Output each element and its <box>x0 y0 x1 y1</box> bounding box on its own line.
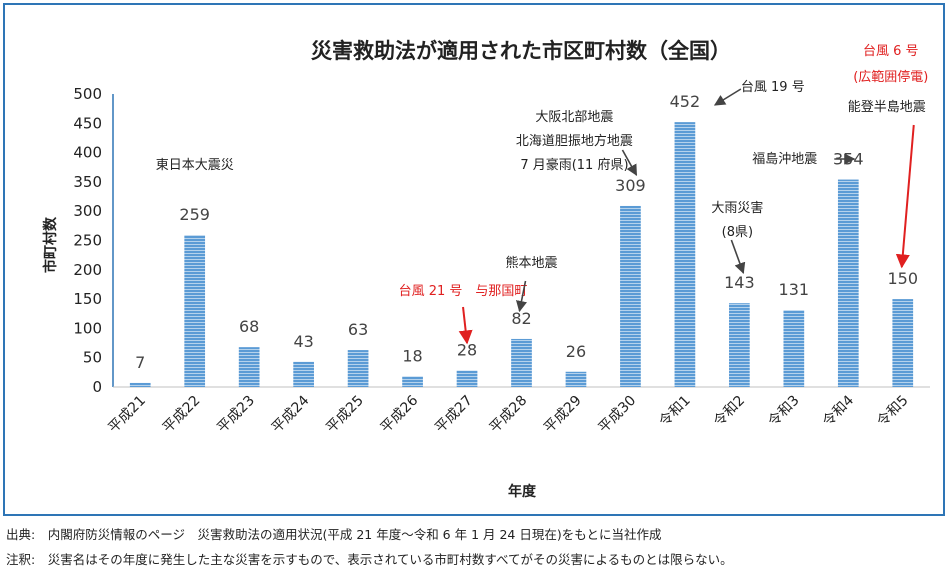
y-tick-label: 100 <box>73 319 102 337</box>
bar <box>837 179 859 387</box>
y-tick-label: 400 <box>73 144 102 162</box>
annotation-arrow <box>713 88 742 106</box>
annotation-arrow <box>515 280 527 313</box>
bar <box>783 310 805 387</box>
x-tick-label: 平成27 <box>432 393 476 437</box>
annotation-label: 大阪北部地震 <box>535 110 613 125</box>
x-tick-label: 平成24 <box>269 392 313 436</box>
bar <box>729 303 750 387</box>
data-label: 131 <box>779 280 810 299</box>
data-label: 28 <box>457 341 477 360</box>
y-tick-label: 0 <box>92 378 102 396</box>
chart-frame: 災害救助法が適用された市区町村数（全国） 市町村数 年度 0 50 100 150 20… <box>3 3 945 516</box>
annotation-label: (広範囲停電) <box>853 69 928 85</box>
annotation-label: 大雨災害 <box>711 200 763 216</box>
data-label: 309 <box>615 176 646 195</box>
y-tick-label: 250 <box>73 232 102 250</box>
data-label: 150 <box>887 269 918 288</box>
bar <box>892 299 914 387</box>
bar <box>456 370 478 387</box>
x-tick-label: 平成30 <box>596 393 640 437</box>
x-tick-label: 令和3 <box>765 393 802 430</box>
annotation-label: 熊本地震 <box>505 255 557 271</box>
bar <box>184 235 206 387</box>
x-tick-label: 令和4 <box>820 392 857 429</box>
annotation-label: 東日本大震災 <box>156 157 234 173</box>
annotation-label: 能登半島地震 <box>848 100 926 115</box>
y-tick-label: 150 <box>73 290 102 308</box>
data-label: 143 <box>724 273 755 292</box>
plot-area: 0 50 100 150 200 250 300 350 400 450 500 7 平成21 259 平成… <box>73 44 930 436</box>
bar <box>565 371 587 387</box>
x-tick-label: 平成25 <box>323 393 367 437</box>
annotation-label: 7 月豪雨(11 府県) <box>520 157 628 173</box>
bar <box>511 338 532 387</box>
y-tick-label: 450 <box>73 114 102 132</box>
x-tick-label: 平成22 <box>160 393 204 437</box>
data-label: 43 <box>293 332 313 351</box>
x-tick-label: 令和2 <box>711 393 748 430</box>
x-axis-title: 年度 <box>508 483 537 500</box>
x-tick-label: 平成23 <box>214 393 258 437</box>
x-tick-label: 令和5 <box>874 393 911 430</box>
data-label: 63 <box>348 320 368 339</box>
annotation-arrow <box>458 306 473 345</box>
x-tick-label: 令和1 <box>656 393 693 430</box>
x-tick-label: 平成29 <box>541 393 585 437</box>
y-tick-label: 200 <box>73 261 102 279</box>
annotation-label: 北海道胆振地方地震 <box>516 133 633 149</box>
data-label: 82 <box>511 309 531 328</box>
bar <box>293 361 314 387</box>
x-tick-label: 平成21 <box>105 393 149 437</box>
bar <box>402 376 423 387</box>
annotation-label: 福島沖地震 <box>752 152 817 167</box>
y-tick-label: 50 <box>83 349 102 367</box>
annotation-label: (8県) <box>722 225 753 240</box>
note-footnote: 注釈: 災害名はその年度に発生した主な災害を示すもので、表示されている市町村数す… <box>6 552 733 567</box>
annotation-label: 台風 6 号 <box>863 44 919 59</box>
data-label: 26 <box>566 342 586 361</box>
data-label: 7 <box>135 353 145 372</box>
annotation-arrow <box>895 124 915 269</box>
bar <box>674 122 696 388</box>
y-tick-label: 350 <box>73 173 102 191</box>
bar-chart: 災害救助法が適用された市区町村数（全国） 市町村数 年度 0 50 100 150 20… <box>42 39 930 500</box>
bar <box>620 205 641 387</box>
annotation-label: 台風 21 号 与那国町 <box>399 284 528 299</box>
data-label: 68 <box>239 317 259 336</box>
data-label: 259 <box>179 205 210 224</box>
chart-title: 災害救助法が適用された市区町村数（全国） <box>311 39 731 63</box>
annotation-arrow <box>730 239 746 275</box>
annotation-label: 台風 19 号 <box>741 80 805 95</box>
x-tick-label: 平成26 <box>378 392 422 436</box>
bar <box>129 382 151 387</box>
x-tick-label: 平成28 <box>487 393 531 437</box>
y-axis-title: 市町村数 <box>42 216 59 273</box>
source-footnote: 出典: 内閣府防災情報のページ 災害救助法の適用状況(平成 21 年度～令和 6… <box>6 527 662 542</box>
data-label: 18 <box>402 346 422 365</box>
annotation-arrow <box>621 149 638 176</box>
bar <box>347 350 369 387</box>
y-tick-label: 500 <box>73 85 102 103</box>
bar <box>238 347 260 387</box>
data-label: 452 <box>670 92 701 111</box>
y-tick-label: 300 <box>73 202 102 220</box>
